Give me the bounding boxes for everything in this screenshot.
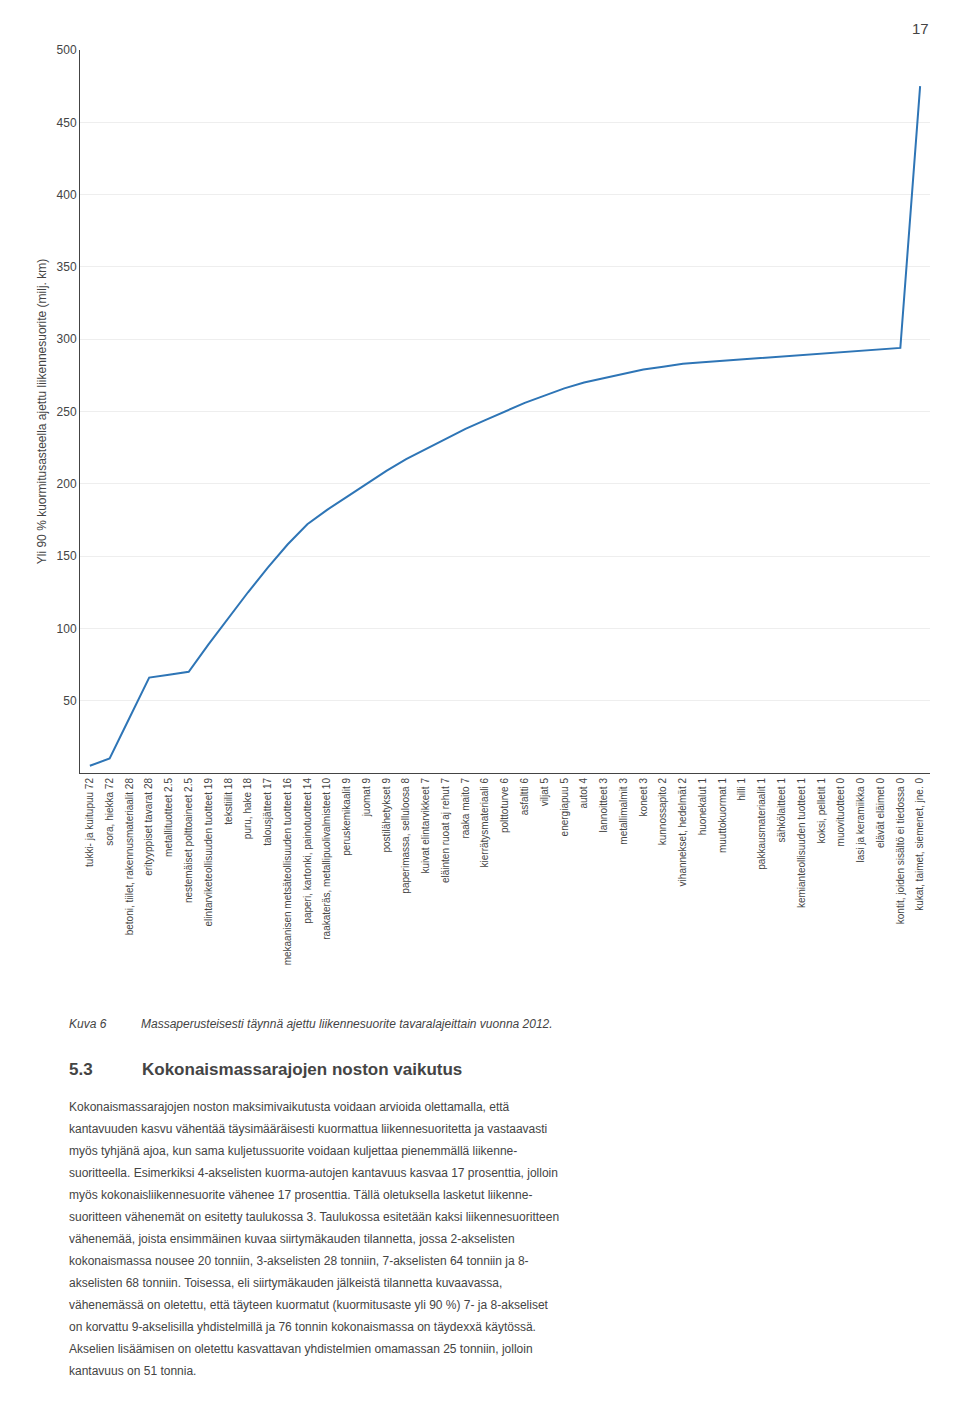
svg-text:myös tyhjänä ajoa, kun sama ku: myös tyhjänä ajoa, kun sama kuljetussuor… — [69, 1144, 517, 1158]
svg-text:tekstiilit 18: tekstiilit 18 — [223, 778, 234, 825]
svg-text:lasi ja keramiikka 0: lasi ja keramiikka 0 — [855, 778, 866, 863]
svg-text:450: 450 — [57, 116, 77, 130]
svg-text:muuttokuormat 1: muuttokuormat 1 — [717, 778, 728, 853]
svg-text:vähenemää, joista ensimmäinen: vähenemää, joista ensimmäinen kuvaa siir… — [69, 1232, 515, 1246]
svg-text:vähenemässä on oletettu, että: vähenemässä on oletettu, että täyteen ku… — [69, 1298, 549, 1312]
svg-text:puru, hake 18: puru, hake 18 — [242, 778, 253, 840]
svg-text:Kokonaismassarajojen noston va: Kokonaismassarajojen noston vaikutus — [142, 1060, 462, 1079]
svg-text:suoritteen vähenemät on esitet: suoritteen vähenemät on esitetty tauluko… — [69, 1210, 559, 1224]
svg-text:juomat 9: juomat 9 — [361, 778, 372, 818]
svg-text:17: 17 — [912, 20, 929, 37]
svg-text:Massaperusteisesti täynnä ajet: Massaperusteisesti täynnä ajettu liikenn… — [141, 1017, 553, 1031]
svg-text:kokonaismassa nousee 20 tonnii: kokonaismassa nousee 20 tonniin, 3-aksel… — [69, 1254, 529, 1268]
svg-text:huonekalut 1: huonekalut 1 — [697, 778, 708, 836]
svg-text:nestemäiset polttoaineet 2.5: nestemäiset polttoaineet 2.5 — [183, 778, 194, 904]
svg-text:400: 400 — [57, 188, 77, 202]
svg-text:asfaltti 6: asfaltti 6 — [519, 778, 530, 816]
svg-text:Yli 90 % kuormitusasteella aje: Yli 90 % kuormitusasteella ajettu liiken… — [35, 259, 49, 564]
svg-text:tukki- ja kuitupuu 72: tukki- ja kuitupuu 72 — [84, 778, 95, 867]
svg-text:lannoitteet 3: lannoitteet 3 — [598, 778, 609, 833]
svg-text:sora, hiekka 72: sora, hiekka 72 — [104, 778, 115, 846]
svg-text:100: 100 — [57, 622, 77, 636]
svg-text:akselisten 68 tonniin. Toisess: akselisten 68 tonniin. Toisessa, eli sii… — [69, 1276, 502, 1290]
svg-text:viljat 5: viljat 5 — [539, 778, 550, 807]
svg-text:koneet 3: koneet 3 — [638, 778, 649, 817]
svg-text:150: 150 — [57, 549, 77, 563]
svg-text:raakateräs, metallipuolivalmis: raakateräs, metallipuolivalmisteet 10 — [321, 778, 332, 940]
svg-text:autot 4: autot 4 — [578, 778, 589, 809]
svg-text:erityyppiset tavarat 28: erityyppiset tavarat 28 — [143, 778, 154, 876]
svg-text:sähkölaitteet 1: sähkölaitteet 1 — [776, 778, 787, 843]
svg-text:kuivat elintarvikkeet 7: kuivat elintarvikkeet 7 — [420, 778, 431, 874]
svg-text:50: 50 — [63, 694, 77, 708]
svg-text:kemianteollisuuden tuotteet 1: kemianteollisuuden tuotteet 1 — [796, 778, 807, 909]
svg-text:koksi, pelletit 1: koksi, pelletit 1 — [816, 778, 827, 844]
svg-text:200: 200 — [57, 477, 77, 491]
svg-text:postilähetykset 9: postilähetykset 9 — [381, 778, 392, 853]
svg-text:hilli 1: hilli 1 — [736, 778, 747, 801]
svg-text:peruskemikaalit 9: peruskemikaalit 9 — [341, 778, 352, 856]
svg-text:kontit, joiden sisältö ei tied: kontit, joiden sisältö ei tiedossa 0 — [895, 778, 906, 925]
svg-text:kantavuuden kasvu vähentää täy: kantavuuden kasvu vähentää täysimääräise… — [69, 1122, 547, 1136]
svg-text:300: 300 — [57, 332, 77, 346]
svg-text:500: 500 — [57, 43, 77, 57]
svg-text:myös kokonaisliikennesuorite v: myös kokonaisliikennesuorite vähenee 17 … — [69, 1188, 532, 1202]
svg-text:polttoturve 6: polttoturve 6 — [499, 778, 510, 833]
svg-text:5.3: 5.3 — [69, 1060, 93, 1079]
svg-text:elävät eläimet 0: elävät eläimet 0 — [875, 778, 886, 848]
svg-text:eläinten ruoat aj rehut 7: eläinten ruoat aj rehut 7 — [440, 778, 451, 884]
svg-text:talousjätteet 17: talousjätteet 17 — [262, 778, 273, 846]
svg-text:kunnossapito 2: kunnossapito 2 — [657, 778, 668, 846]
svg-text:Kokonaismassarajojen noston ma: Kokonaismassarajojen noston maksimivaiku… — [69, 1100, 510, 1114]
svg-text:raaka maito 7: raaka maito 7 — [460, 778, 471, 839]
svg-text:kierrätysmateriaali 6: kierrätysmateriaali 6 — [479, 778, 490, 868]
svg-text:paperi, kartonki, painotuottee: paperi, kartonki, painotuotteet 14 — [302, 778, 313, 924]
svg-text:Akselien lisäämisen on oletett: Akselien lisäämisen on oletettu kasvatta… — [69, 1342, 533, 1356]
svg-text:paperimassa, selluloosa 8: paperimassa, selluloosa 8 — [400, 778, 411, 894]
svg-text:on korvattu 9-akselisilla yhdi: on korvattu 9-akselisilla yhdistelmillä … — [69, 1320, 536, 1334]
svg-text:suoritteella. Esimerkiksi 4-ak: suoritteella. Esimerkiksi 4-akselisten k… — [69, 1166, 558, 1180]
svg-text:Kuva 6: Kuva 6 — [69, 1017, 107, 1031]
svg-text:energiapuu 5: energiapuu 5 — [559, 778, 570, 837]
svg-text:250: 250 — [57, 405, 77, 419]
svg-text:vihannekset, hedelmät 2: vihannekset, hedelmät 2 — [677, 778, 688, 887]
svg-text:metallimalmit 3: metallimalmit 3 — [618, 778, 629, 845]
svg-text:350: 350 — [57, 260, 77, 274]
svg-text:kukat, taimet, siemenet, jne.: kukat, taimet, siemenet, jne. 0 — [914, 778, 925, 911]
svg-text:pakkausmateriaalit 1: pakkausmateriaalit 1 — [756, 778, 767, 870]
svg-text:metallituotteet 2.5: metallituotteet 2.5 — [163, 778, 174, 857]
svg-text:muovituotteet 0: muovituotteet 0 — [835, 778, 846, 847]
svg-text:mekaanisen metsäteollisuuden t: mekaanisen metsäteollisuuden tuotteet 16 — [282, 778, 293, 966]
svg-text:elintarviketeollisuuden tuotte: elintarviketeollisuuden tuotteet 19 — [203, 778, 214, 927]
svg-text:betoni, tiilet, rakennusmateri: betoni, tiilet, rakennusmateriaalit 28 — [124, 778, 135, 936]
svg-text:kantavuus on 51 tonnia.: kantavuus on 51 tonnia. — [69, 1364, 196, 1378]
